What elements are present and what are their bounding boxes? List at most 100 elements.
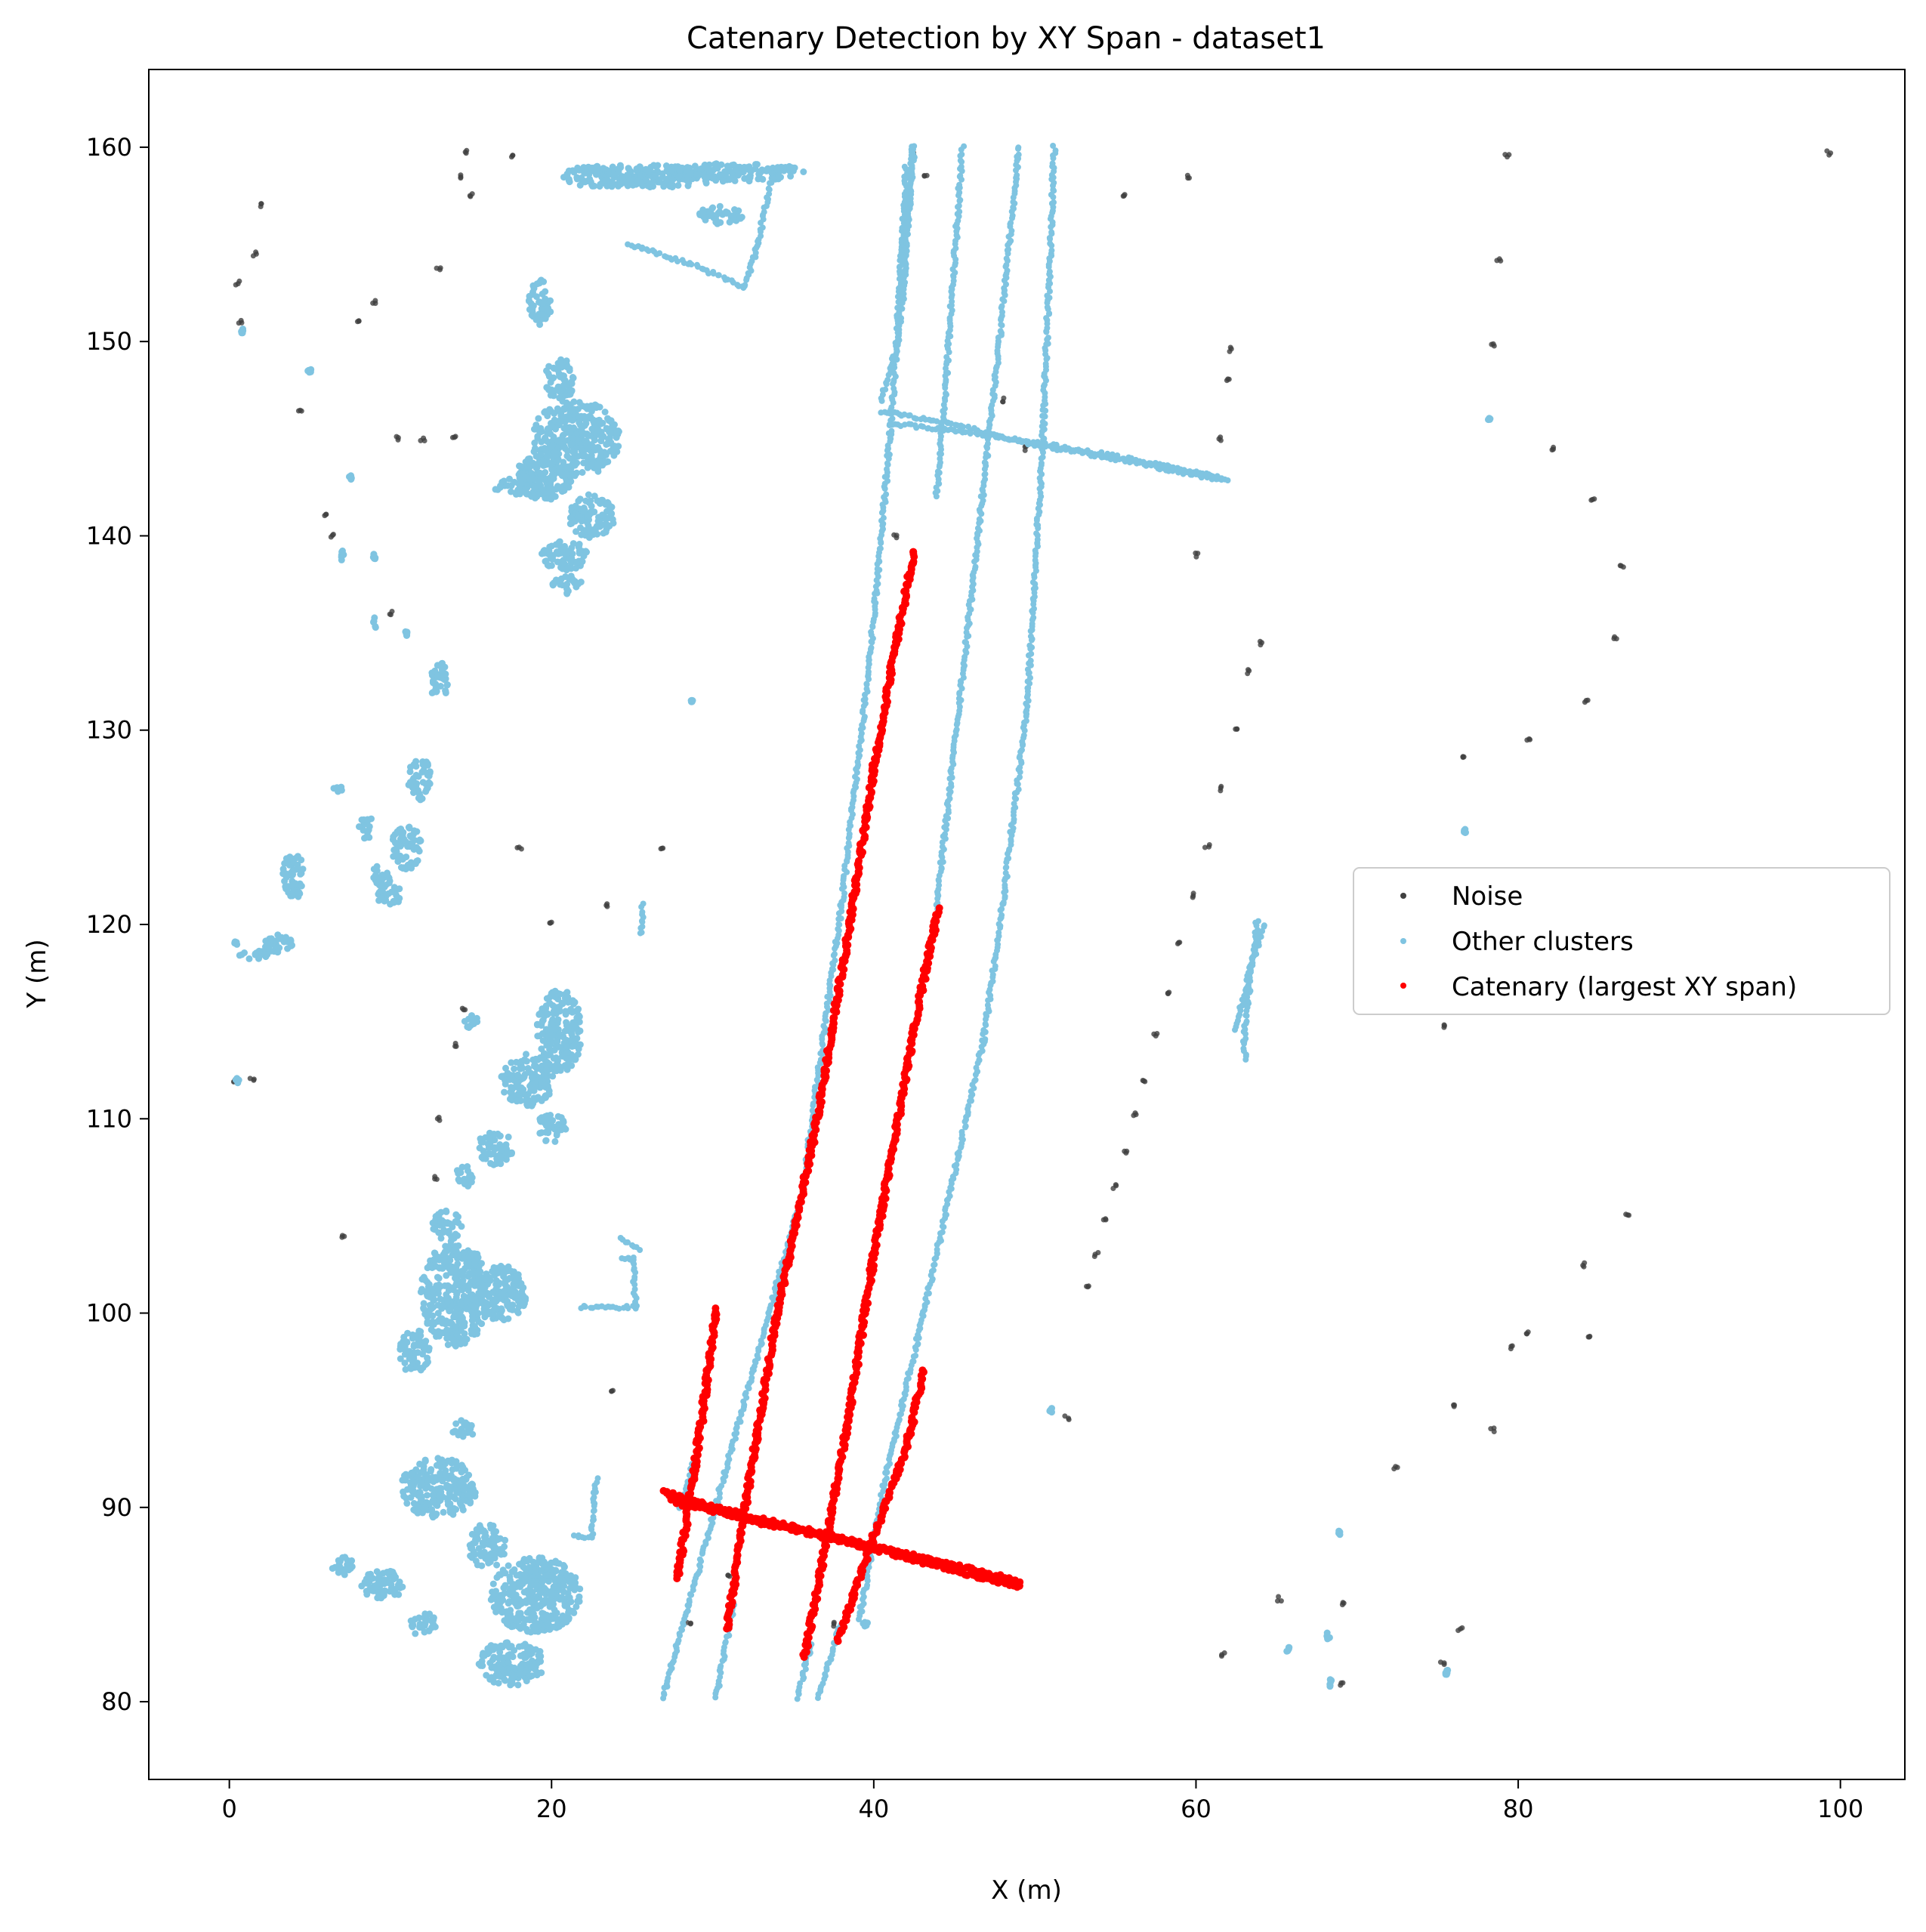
other-cluster-point [400,1488,407,1495]
other-cluster-point [598,521,606,529]
other-cluster-point [474,1270,482,1277]
other-cluster-point [336,1557,344,1565]
other-cluster-point [789,167,797,174]
other-cluster-point [443,1208,450,1215]
other-cluster-point [609,163,616,171]
other-cluster-point [392,898,400,906]
other-cluster-point [1285,1645,1292,1653]
other-cluster-point [347,472,355,480]
other-cluster-point [523,1057,530,1065]
other-cluster-point [494,1130,502,1137]
other-cluster-point [547,297,554,304]
other-cluster-point [599,511,607,519]
noise-point [1245,667,1251,673]
other-cluster-point [502,1281,509,1289]
other-cluster-point [534,434,542,442]
other-cluster-point [421,761,428,769]
noise-point [891,532,897,538]
other-cluster-point [396,1579,403,1585]
noise-point [1165,991,1171,997]
other-cluster-point [745,175,753,183]
other-cluster-point [426,1301,434,1309]
other-cluster-point [489,1656,496,1663]
other-cluster-point [537,1566,545,1574]
noise-point [298,408,304,414]
other-cluster-point [348,1557,356,1564]
other-cluster-point [533,1020,541,1028]
other-cluster-point [497,1262,505,1270]
other-cluster-point [413,857,421,865]
other-cluster-point [540,1080,548,1088]
noise-point [1216,436,1222,442]
other-cluster-point [536,469,544,477]
other-cluster-point [545,1122,552,1130]
other-cluster-point [439,1264,446,1272]
other-cluster-point [593,164,600,171]
other-cluster-point [541,547,548,554]
other-cluster-point [687,170,694,177]
other-cluster-point [530,448,538,455]
other-cluster-point [238,951,245,958]
other-cluster-point [505,1133,512,1140]
other-cluster-point [538,1129,545,1137]
other-cluster-point [436,1458,443,1465]
other-cluster-point [280,938,288,946]
other-cluster-point [532,464,540,471]
other-cluster-point [1039,412,1046,419]
other-cluster-point [506,1150,514,1158]
other-cluster-point [511,1065,518,1072]
other-cluster-point [662,162,670,169]
noise-point [1233,726,1239,732]
other-cluster-point [569,374,576,381]
other-cluster-point [356,823,363,830]
noise-point [434,1116,440,1122]
other-cluster-point [1023,708,1029,715]
other-cluster-point [551,1606,558,1613]
other-cluster-point [540,1600,547,1607]
other-cluster-point [728,162,736,169]
other-cluster-point [414,1349,421,1356]
other-cluster-point [546,406,554,413]
other-cluster-point [274,931,282,939]
other-cluster-point [537,424,545,432]
noise-point [1489,341,1495,347]
noise-point [233,282,239,288]
other-cluster-point [888,427,895,434]
other-cluster-point [486,1643,494,1651]
other-cluster-point [563,1043,570,1050]
other-cluster-point [506,1076,514,1083]
other-cluster-point [545,1051,552,1059]
other-cluster-point [568,504,576,511]
other-cluster-point [245,955,253,962]
other-cluster-point [600,529,607,537]
other-cluster-point [520,1588,528,1596]
other-cluster-point [461,1178,469,1186]
other-cluster-point [601,409,609,415]
noise-point [1218,785,1224,791]
other-cluster-point [450,1477,458,1484]
other-cluster-point [561,445,569,452]
noise-point [1110,1186,1116,1191]
other-cluster-point [366,822,373,830]
other-cluster-point [590,418,597,425]
noise-point [1226,376,1232,382]
other-cluster-point [594,427,602,434]
other-cluster-point [579,452,587,460]
other-cluster-point [369,554,377,561]
other-cluster-point [267,935,275,943]
other-cluster-point [453,1332,461,1339]
other-cluster-point [329,1565,336,1572]
other-cluster-point [539,1117,546,1125]
other-cluster-point [376,875,384,883]
other-cluster-point [471,1322,479,1330]
other-cluster-point [427,1326,435,1334]
other-cluster-point [502,1582,509,1589]
other-cluster-point [433,687,440,695]
other-cluster-point [389,1588,397,1595]
other-cluster-point [519,1642,526,1650]
other-cluster-point [621,178,628,186]
other-cluster-point [549,1001,557,1009]
other-cluster-point [428,1506,436,1514]
other-cluster-point [442,1471,449,1478]
other-cluster-point [659,170,666,177]
